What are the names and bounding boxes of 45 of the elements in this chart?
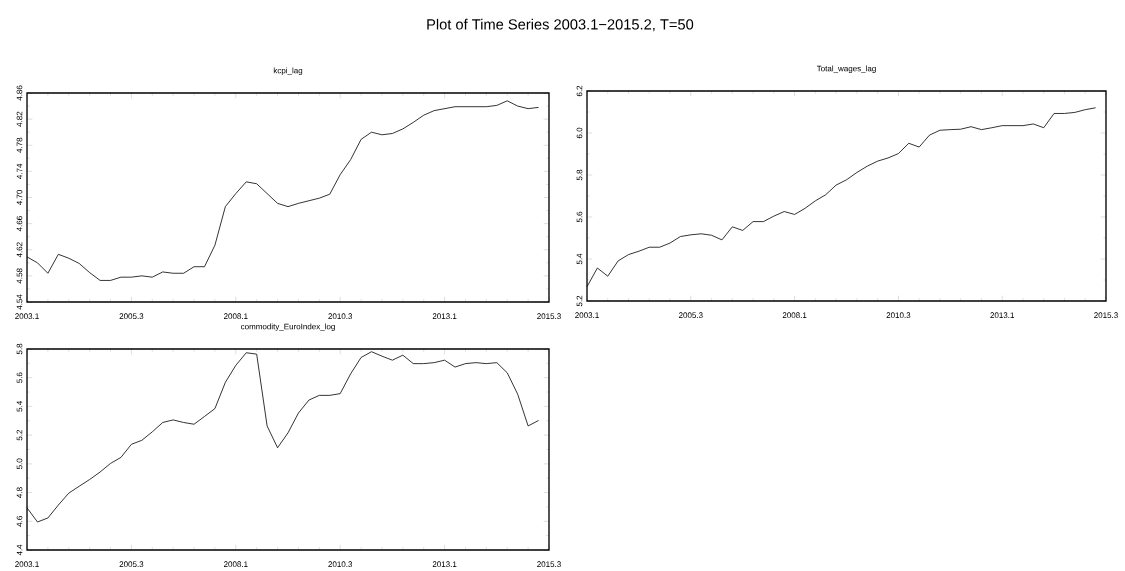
y-tick-label: 4.86 [16,85,23,101]
x-tick-label: 2008.1 [223,561,248,568]
x-tick-label: 2015.3 [537,313,561,320]
y-tick-label: 5.8 [576,169,583,181]
y-tick-label: 5.0 [16,458,23,470]
y-tick-label: 6.2 [576,85,583,97]
x-tick-label: 2003.1 [575,312,599,319]
y-tick-label: 5.8 [16,343,23,355]
x-tick-label: 2013.1 [432,313,457,320]
x-tick-label: 2003.1 [15,561,39,568]
y-tick-label: 4.58 [16,268,23,284]
chart-title: commodity_EuroIndex_log [240,323,335,331]
y-tick-label: 4.82 [16,111,23,127]
x-tick-label: 2003.1 [15,313,39,320]
x-tick-label: 2005.3 [119,313,144,320]
x-tick-label: 2005.3 [119,561,144,568]
y-tick-label: 5.2 [576,295,583,307]
x-tick-label: 2008.1 [782,312,807,319]
y-tick-label: 5.4 [576,253,583,265]
y-tick-label: 4.74 [16,163,23,179]
x-tick-label: 2013.1 [432,561,457,568]
y-tick-label: 4.6 [16,516,23,527]
x-tick-label: 2008.1 [223,313,248,320]
x-tick-label: 2013.1 [990,312,1015,319]
x-tick-label: 2010.3 [328,313,353,320]
chart-title: Total_wages_lag [816,65,876,73]
y-tick-label: 4.78 [16,137,23,153]
x-tick-label: 2015.3 [1094,312,1118,319]
y-tick-label: 5.6 [576,211,583,223]
y-tick-label: 5.4 [16,401,23,412]
y-tick-label: 4.62 [16,242,23,258]
y-tick-label: 4.4 [16,544,23,556]
y-tick-label: 4.70 [16,190,23,206]
x-tick-label: 2005.3 [678,312,703,319]
y-tick-label: 4.66 [16,216,23,232]
y-tick-label: 5.6 [16,372,23,383]
chart-title: kcpi_lag [273,67,303,75]
y-tick-label: 4.54 [16,294,23,310]
y-tick-label: 5.2 [16,429,23,441]
y-tick-label: 4.8 [16,487,23,498]
x-tick-label: 2015.3 [537,561,561,568]
x-tick-label: 2010.3 [328,561,353,568]
y-tick-label: 6.0 [576,127,583,139]
x-tick-label: 2010.3 [886,312,911,319]
text: Plot of Time Series 2003.1−2015.2, T=50 [427,18,694,32]
